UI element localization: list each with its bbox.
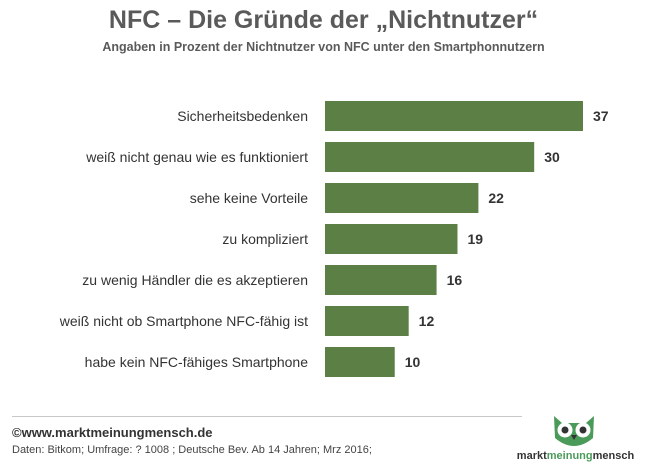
bar	[325, 101, 583, 131]
source-text: Daten: Bitkom; Umfrage: ? 1008 ; Deutsch…	[12, 444, 372, 456]
value-label: 37	[593, 108, 609, 124]
category-label: Sicherheitsbedenken	[177, 108, 308, 124]
chart-title: NFC – Die Gründe der „Nichtnutzer“	[108, 6, 539, 34]
category-label: sehe keine Vorteile	[190, 190, 309, 206]
logo-text-mensch: mensch	[592, 450, 635, 462]
brand-logo: marktmeinungmensch	[508, 410, 643, 465]
bar	[325, 306, 409, 336]
footer-divider	[12, 416, 522, 417]
owl-icon	[554, 416, 594, 446]
bar	[325, 142, 535, 172]
bar	[325, 347, 395, 377]
value-label: 16	[447, 272, 463, 288]
bar	[325, 265, 437, 295]
category-label: weiß nicht genau wie es funktioniert	[85, 149, 308, 165]
value-label: 22	[488, 190, 504, 206]
copyright-text: ©www.marktmeinungmensch.de	[12, 425, 213, 440]
bar	[325, 183, 479, 213]
logo-text-markt: markt	[516, 450, 547, 462]
value-label: 19	[467, 231, 483, 247]
value-label: 12	[419, 313, 435, 329]
bar-chart: Sicherheitsbedenken 37 weiß nicht genau wi…	[59, 101, 609, 377]
category-label: zu wenig Händler die es akzeptieren	[82, 272, 308, 288]
category-label: weiß nicht ob Smartphone NFC-fähig ist	[59, 313, 308, 329]
bar	[325, 224, 458, 254]
category-label: habe kein NFC-fähiges Smartphone	[85, 354, 309, 370]
value-label: 10	[405, 354, 421, 370]
chart-subtitle: Angaben in Prozent der Nichtnutzer von N…	[102, 40, 545, 54]
category-label: zu kompliziert	[222, 231, 308, 247]
logo-wordmark: marktmeinungmensch	[508, 450, 643, 462]
logo-text-meinung: meinung	[546, 450, 593, 462]
value-label: 30	[544, 149, 560, 165]
